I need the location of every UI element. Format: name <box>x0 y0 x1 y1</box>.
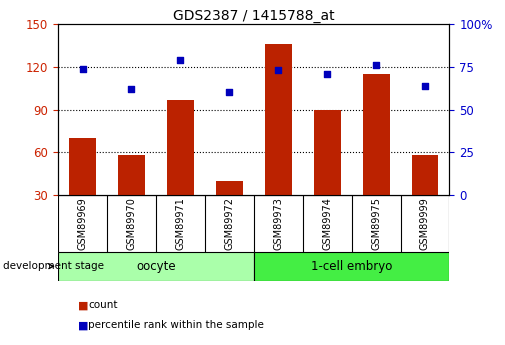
Text: GSM89999: GSM89999 <box>420 197 430 250</box>
Point <box>323 71 331 77</box>
Text: count: count <box>88 300 118 310</box>
Text: 1-cell embryo: 1-cell embryo <box>311 260 392 273</box>
Point <box>225 90 233 95</box>
Bar <box>216 181 243 195</box>
Text: oocyte: oocyte <box>136 260 176 273</box>
Text: GSM89972: GSM89972 <box>224 197 234 250</box>
Text: GSM89971: GSM89971 <box>175 197 185 250</box>
Text: GSM89975: GSM89975 <box>371 197 381 250</box>
Text: percentile rank within the sample: percentile rank within the sample <box>88 321 264 330</box>
Point <box>372 62 380 68</box>
Bar <box>363 74 389 195</box>
Text: ■: ■ <box>78 321 89 330</box>
Point <box>127 86 135 92</box>
Point <box>176 57 184 63</box>
Text: GSM89973: GSM89973 <box>273 197 283 250</box>
Text: GSM89974: GSM89974 <box>322 197 332 250</box>
Text: development stage: development stage <box>3 262 104 271</box>
Bar <box>314 110 340 195</box>
Bar <box>118 155 145 195</box>
Text: GSM89969: GSM89969 <box>78 197 87 250</box>
Bar <box>167 100 194 195</box>
Point <box>78 66 86 71</box>
Text: ■: ■ <box>78 300 89 310</box>
Bar <box>265 44 292 195</box>
Bar <box>69 138 96 195</box>
Point <box>274 68 282 73</box>
Point <box>421 83 429 88</box>
Bar <box>254 252 449 281</box>
Title: GDS2387 / 1415788_at: GDS2387 / 1415788_at <box>173 9 335 23</box>
Text: GSM89970: GSM89970 <box>126 197 136 250</box>
Bar <box>58 252 254 281</box>
Bar <box>412 155 438 195</box>
